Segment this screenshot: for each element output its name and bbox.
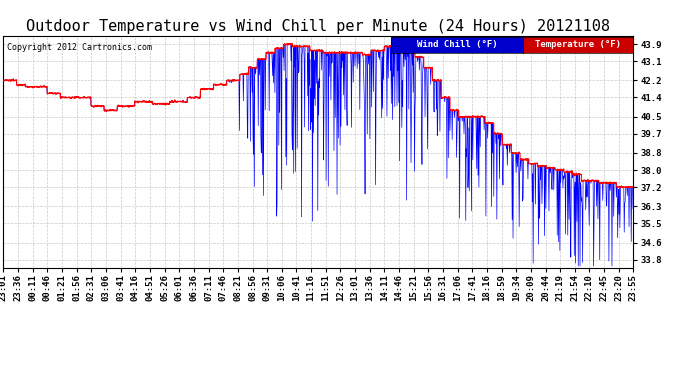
- Text: Copyright 2012 Cartronics.com: Copyright 2012 Cartronics.com: [7, 43, 152, 52]
- Title: Outdoor Temperature vs Wind Chill per Minute (24 Hours) 20121108: Outdoor Temperature vs Wind Chill per Mi…: [26, 20, 611, 34]
